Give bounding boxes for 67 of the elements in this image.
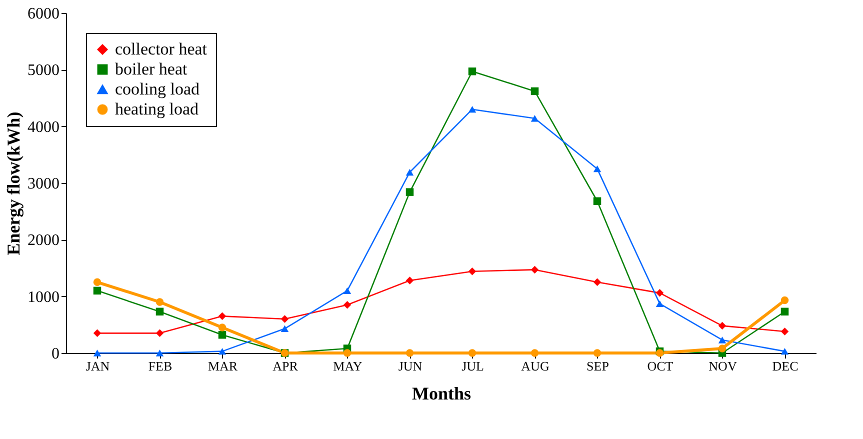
point	[530, 349, 539, 357]
point	[156, 329, 164, 338]
x-axis-title: Months	[412, 384, 472, 404]
point	[218, 324, 226, 332]
point	[93, 329, 102, 338]
legend-label: cooling load	[115, 80, 200, 98]
x-tick-label: SEP	[586, 358, 609, 374]
point	[656, 289, 664, 297]
x-tick-label: MAR	[208, 358, 238, 374]
point	[718, 336, 726, 344]
point	[530, 115, 539, 122]
y-tick-label: 6000	[28, 6, 60, 22]
point	[343, 349, 352, 357]
point	[343, 300, 352, 309]
point	[280, 315, 289, 323]
y-tick-label: 2000	[28, 232, 60, 250]
point	[218, 330, 226, 339]
y-tick-label: 3000	[28, 176, 60, 192]
y-tick-label: 4000	[28, 118, 60, 136]
point	[406, 349, 414, 357]
x-tick-label: JUL	[462, 358, 484, 374]
x-tick-label: JUN	[398, 358, 423, 374]
point	[656, 300, 664, 308]
point	[780, 348, 789, 355]
point	[343, 287, 352, 294]
point	[156, 308, 164, 316]
point	[406, 188, 414, 196]
point	[593, 197, 602, 206]
point	[468, 106, 476, 113]
y-tick-label: 5000	[28, 62, 60, 80]
y-tick-label: 0	[52, 346, 60, 362]
x-tick-label: OCT	[647, 358, 674, 374]
point	[780, 296, 789, 304]
x-tick-label: DEC	[772, 358, 798, 374]
legend-label: boiler heat	[115, 60, 188, 78]
x-tick-label: NOV	[708, 358, 738, 374]
point	[156, 298, 164, 306]
point	[530, 266, 539, 274]
x-tick-label: JAN	[86, 358, 110, 374]
point	[780, 328, 789, 336]
point	[93, 286, 102, 295]
point	[218, 348, 226, 355]
point	[406, 276, 414, 284]
legend-label: heating load	[115, 100, 200, 118]
x-tick-label: FEB	[148, 358, 172, 374]
y-axis-title: Energy flow(kWh)	[4, 112, 24, 256]
point	[780, 308, 789, 316]
point	[718, 322, 726, 330]
x-tick-label: MAY	[333, 358, 363, 374]
point	[156, 350, 164, 356]
legend-label: collector heat	[115, 40, 208, 58]
point	[93, 278, 102, 286]
point	[468, 349, 476, 357]
point	[218, 312, 226, 320]
x-tick-label: AUG	[521, 358, 550, 374]
x-tick-label: APR	[272, 358, 298, 374]
point	[280, 325, 289, 332]
y-tick-label: 1000	[28, 288, 60, 306]
point	[468, 268, 476, 276]
point	[468, 67, 476, 76]
point	[593, 165, 602, 172]
point	[530, 87, 539, 96]
point	[593, 349, 602, 357]
point	[593, 278, 602, 286]
point	[93, 350, 102, 356]
point	[718, 344, 726, 352]
point	[406, 168, 414, 176]
